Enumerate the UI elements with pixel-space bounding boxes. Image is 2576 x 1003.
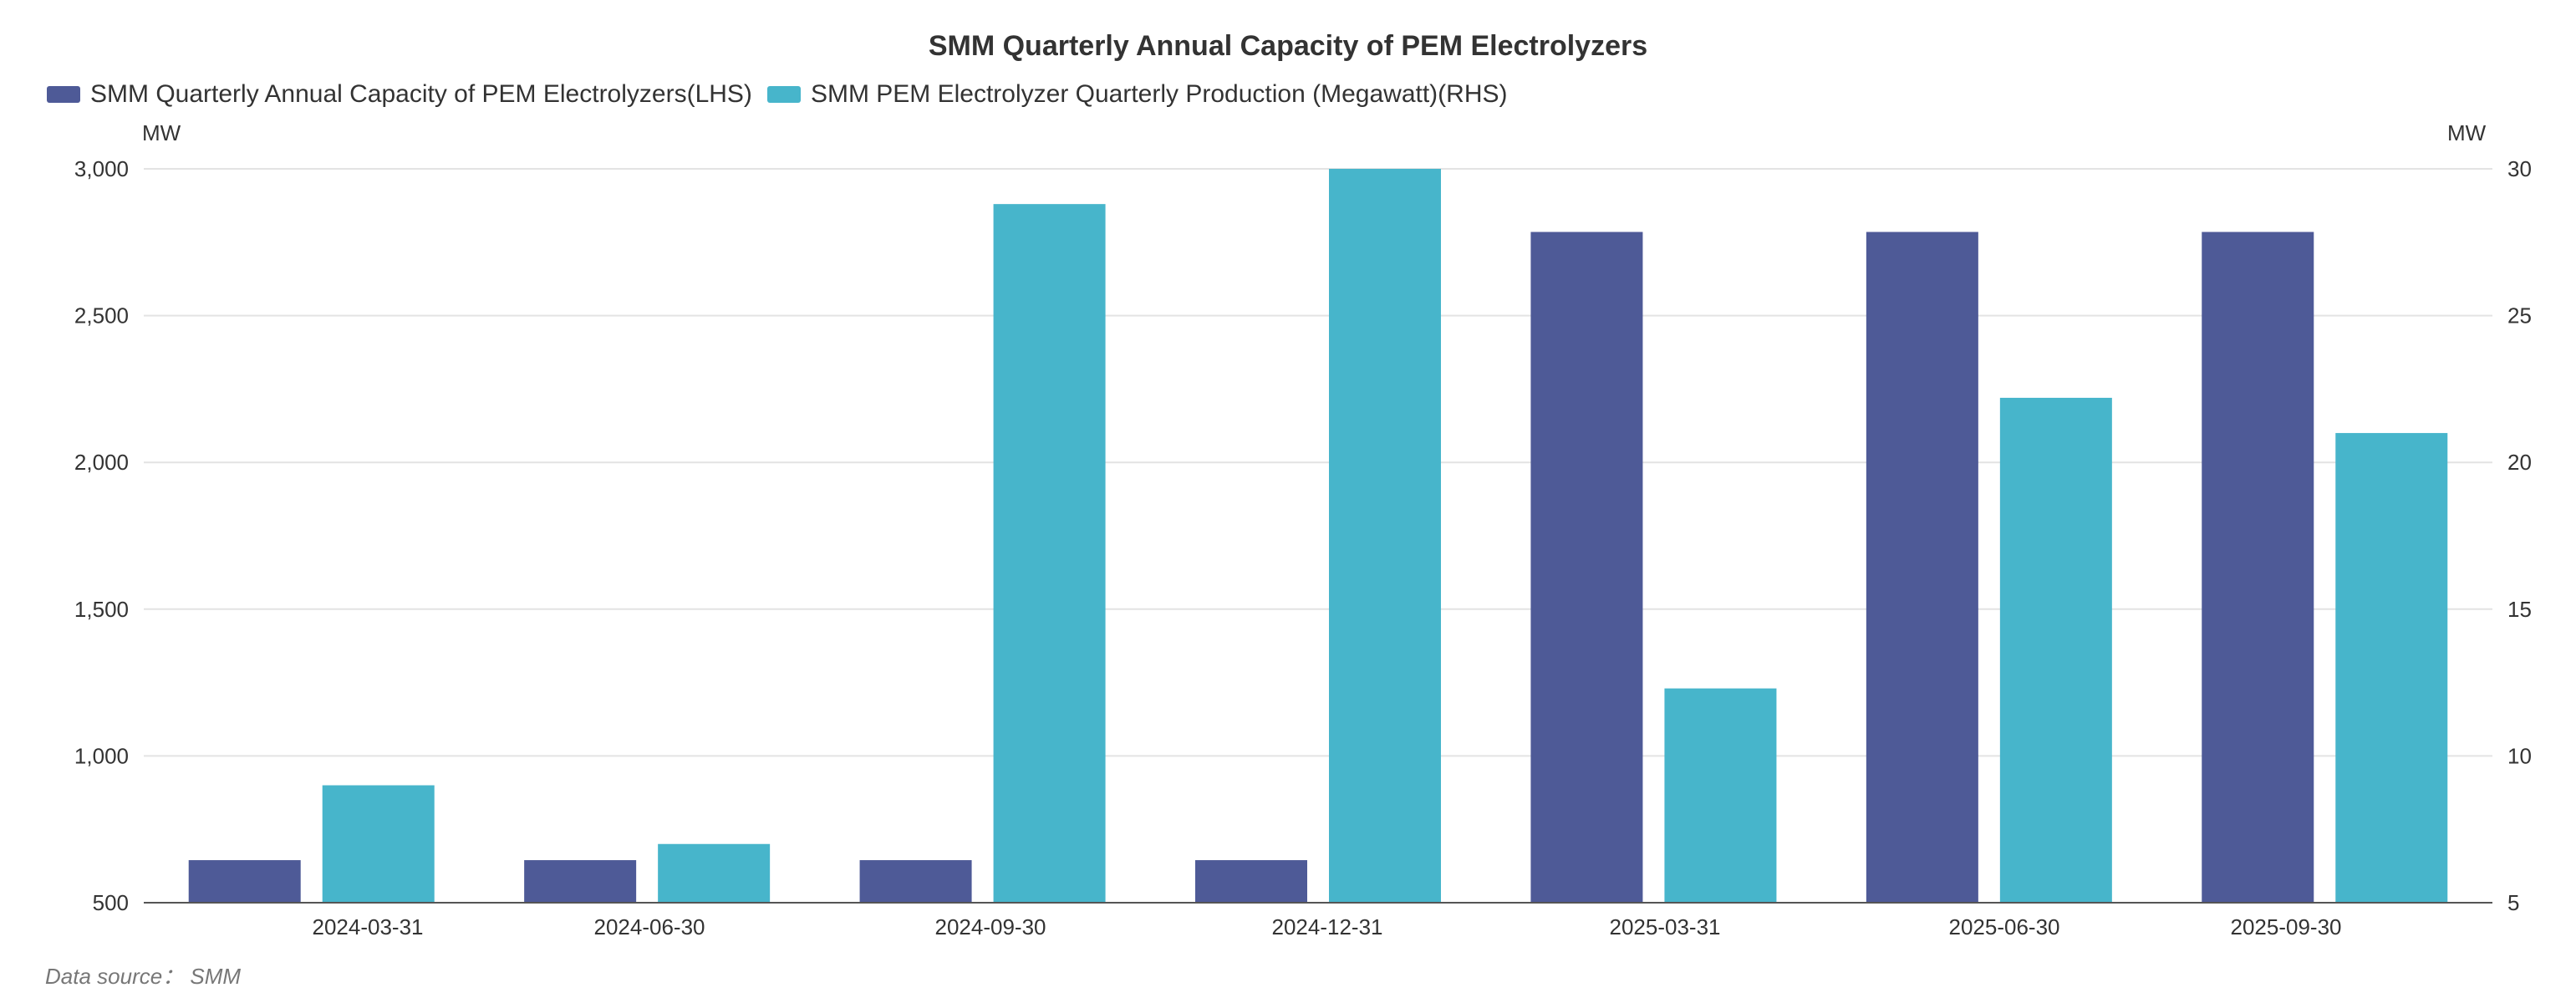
bar-production — [1664, 688, 1777, 903]
x-tick-label: 2024-09-30 — [935, 914, 1046, 939]
y-right-tick-label: 15 — [2507, 597, 2532, 622]
bar-capacity — [1866, 232, 1978, 903]
legend-item-capacity[interactable]: SMM Quarterly Annual Capacity of PEM Ele… — [47, 80, 752, 109]
bar-production — [993, 204, 1106, 904]
y-right-tick-label: 5 — [2507, 890, 2519, 915]
bar-production — [1329, 169, 1441, 903]
right-axis-unit: MW — [2447, 120, 2487, 145]
y-left-tick-label: 2,000 — [74, 450, 129, 475]
y-right-tick-label: 20 — [2507, 450, 2532, 475]
y-right-tick-label: 30 — [2507, 156, 2532, 181]
chart-title: SMM Quarterly Annual Capacity of PEM Ele… — [928, 30, 1648, 62]
y-left-tick-label: 1,000 — [74, 743, 129, 768]
bar-capacity — [524, 860, 637, 903]
x-tick-label: 2025-06-30 — [1949, 914, 2060, 939]
y-left-tick-label: 500 — [93, 890, 129, 915]
bar-production — [658, 843, 771, 903]
bar-capacity — [2202, 232, 2314, 903]
bar-production — [2335, 433, 2448, 903]
y-right-tick-label: 25 — [2507, 303, 2532, 328]
bar-production — [322, 785, 435, 903]
legend-label-production: SMM PEM Electrolyzer Quarterly Productio… — [810, 80, 1508, 108]
bar-capacity — [188, 860, 301, 903]
x-tick-label: 2024-06-30 — [594, 914, 705, 939]
x-tick-label: 2024-03-31 — [313, 914, 424, 939]
y-left-tick-label: 2,500 — [74, 303, 129, 328]
bar-capacity — [1530, 232, 1643, 903]
y-left-tick-label: 3,000 — [74, 156, 129, 181]
x-tick-label: 2025-09-30 — [2231, 914, 2342, 939]
legend-swatch-capacity — [47, 86, 80, 103]
left-axis-unit: MW — [142, 120, 181, 145]
y-left-tick-label: 1,500 — [74, 597, 129, 622]
y-right-tick-label: 10 — [2507, 743, 2532, 768]
data-source: Data source： SMM — [45, 964, 242, 989]
x-tick-label: 2025-03-31 — [1610, 914, 1721, 939]
bar-capacity — [1195, 860, 1307, 903]
x-tick-label: 2024-12-31 — [1272, 914, 1383, 939]
legend-label-capacity: SMM Quarterly Annual Capacity of PEM Ele… — [90, 80, 752, 108]
bar-production — [1999, 397, 2112, 903]
bar-capacity — [859, 860, 972, 903]
legend-item-production[interactable]: SMM PEM Electrolyzer Quarterly Productio… — [766, 80, 1508, 109]
legend: SMM Quarterly Annual Capacity of PEM Ele… — [47, 80, 1522, 109]
legend-swatch-production — [766, 86, 801, 103]
